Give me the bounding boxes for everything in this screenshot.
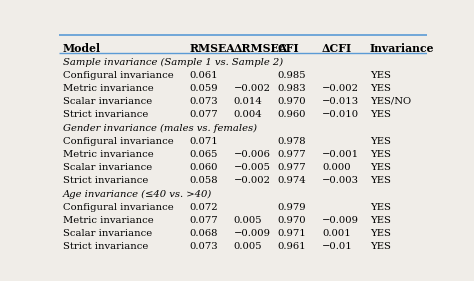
Text: 0.071: 0.071 (190, 137, 219, 146)
Text: 0.977: 0.977 (278, 150, 307, 159)
Text: 0.979: 0.979 (278, 203, 307, 212)
Text: 0.971: 0.971 (278, 229, 307, 238)
Text: −0.01: −0.01 (322, 242, 353, 251)
Text: −0.013: −0.013 (322, 97, 359, 106)
Text: 0.072: 0.072 (190, 203, 219, 212)
Text: −0.009: −0.009 (322, 216, 359, 225)
Text: 0.058: 0.058 (190, 176, 219, 185)
Text: Model: Model (63, 44, 101, 55)
Text: Scalar invariance: Scalar invariance (63, 229, 152, 238)
Text: 0.073: 0.073 (190, 242, 219, 251)
Text: Strict invariance: Strict invariance (63, 242, 148, 251)
Text: 0.000: 0.000 (322, 163, 351, 172)
Text: 0.068: 0.068 (190, 229, 218, 238)
Text: YES: YES (370, 71, 391, 80)
Text: YES: YES (370, 203, 391, 212)
Text: 0.077: 0.077 (190, 216, 219, 225)
Text: YES: YES (370, 163, 391, 172)
Text: Scalar invariance: Scalar invariance (63, 97, 152, 106)
Text: CFI: CFI (278, 44, 300, 55)
Text: YES: YES (370, 242, 391, 251)
Text: 0.978: 0.978 (278, 137, 307, 146)
Text: 0.974: 0.974 (278, 176, 307, 185)
Text: 0.059: 0.059 (190, 84, 219, 93)
Text: 0.970: 0.970 (278, 97, 307, 106)
Text: YES/NO: YES/NO (370, 97, 411, 106)
Text: Metric invariance: Metric invariance (63, 84, 154, 93)
Text: 0.004: 0.004 (234, 110, 263, 119)
Text: YES: YES (370, 176, 391, 185)
Text: 0.073: 0.073 (190, 97, 219, 106)
Text: 0.061: 0.061 (190, 71, 219, 80)
Text: −0.001: −0.001 (322, 150, 359, 159)
Text: Sample invariance (Sample 1 vs. Sample 2): Sample invariance (Sample 1 vs. Sample 2… (63, 58, 283, 67)
Text: 0.960: 0.960 (278, 110, 306, 119)
Text: 0.985: 0.985 (278, 71, 307, 80)
Text: Scalar invariance: Scalar invariance (63, 163, 152, 172)
Text: 0.065: 0.065 (190, 150, 218, 159)
Text: YES: YES (370, 84, 391, 93)
Text: YES: YES (370, 216, 391, 225)
Text: RMSEA: RMSEA (190, 44, 236, 55)
Text: Age invariance (≤40 vs. >40): Age invariance (≤40 vs. >40) (63, 190, 212, 199)
Text: −0.002: −0.002 (234, 176, 271, 185)
Text: YES: YES (370, 137, 391, 146)
Text: 0.970: 0.970 (278, 216, 307, 225)
Text: −0.002: −0.002 (234, 84, 271, 93)
Text: YES: YES (370, 229, 391, 238)
Text: Configural invariance: Configural invariance (63, 137, 173, 146)
Text: ΔCFI: ΔCFI (322, 44, 352, 55)
Text: 0.001: 0.001 (322, 229, 351, 238)
Text: Configural invariance: Configural invariance (63, 203, 173, 212)
Text: 0.014: 0.014 (234, 97, 263, 106)
Text: Strict invariance: Strict invariance (63, 110, 148, 119)
Text: Configural invariance: Configural invariance (63, 71, 173, 80)
Text: −0.005: −0.005 (234, 163, 271, 172)
Text: 0.077: 0.077 (190, 110, 219, 119)
Text: YES: YES (370, 110, 391, 119)
Text: YES: YES (370, 150, 391, 159)
Text: Gender invariance (males vs. females): Gender invariance (males vs. females) (63, 124, 257, 133)
Text: −0.002: −0.002 (322, 84, 359, 93)
Text: 0.005: 0.005 (234, 216, 263, 225)
Text: ΔRMSEA: ΔRMSEA (234, 44, 288, 55)
Text: 0.977: 0.977 (278, 163, 307, 172)
Text: −0.003: −0.003 (322, 176, 359, 185)
Text: 0.961: 0.961 (278, 242, 307, 251)
Text: −0.009: −0.009 (234, 229, 271, 238)
Text: −0.010: −0.010 (322, 110, 359, 119)
Text: 0.060: 0.060 (190, 163, 218, 172)
Text: Invariance: Invariance (370, 44, 434, 55)
Text: 0.983: 0.983 (278, 84, 307, 93)
Text: 0.005: 0.005 (234, 242, 263, 251)
Text: Metric invariance: Metric invariance (63, 150, 154, 159)
Text: Metric invariance: Metric invariance (63, 216, 154, 225)
Text: Strict invariance: Strict invariance (63, 176, 148, 185)
Text: −0.006: −0.006 (234, 150, 271, 159)
